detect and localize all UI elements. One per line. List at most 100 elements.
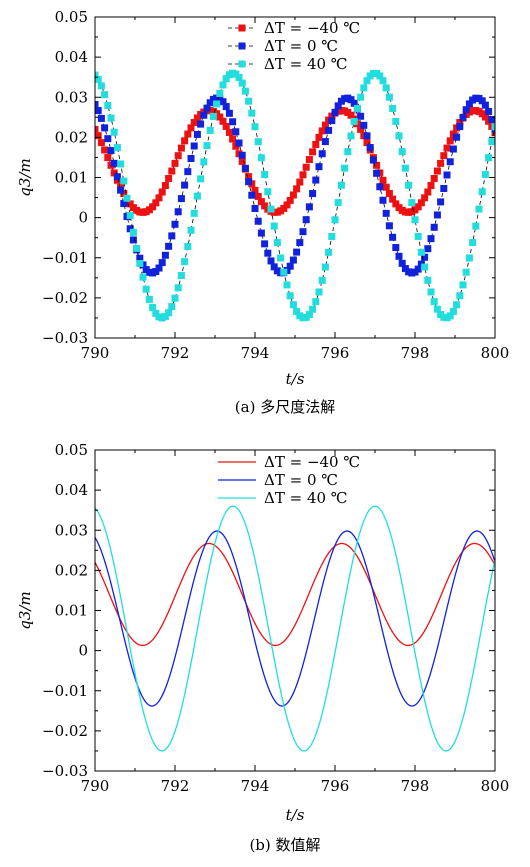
marker-s0-29 <box>184 130 192 138</box>
plot-area <box>95 505 495 752</box>
marker-s1-66 <box>302 216 310 224</box>
marker-s1-7 <box>113 173 121 181</box>
marker-s0-65 <box>299 171 307 179</box>
marker-s0-6 <box>110 169 118 177</box>
marker-s0-43 <box>229 135 237 143</box>
marker-s2-106 <box>430 298 438 306</box>
marker-s0-88 <box>373 161 381 169</box>
y-tick-label: −0.03 <box>42 329 88 347</box>
marker-s2-26 <box>174 284 182 292</box>
marker-s0-41 <box>222 122 230 130</box>
plot-area <box>95 69 495 322</box>
panel-caption: (a) 多尺度法解 <box>235 398 335 416</box>
marker-s0-24 <box>168 167 176 175</box>
marker-s0-70 <box>315 133 323 141</box>
marker-s2-61 <box>286 292 294 300</box>
legend-label-0: ΔT = −40 ℃ <box>264 453 360 471</box>
marker-s1-28 <box>181 181 189 189</box>
marker-s1-72 <box>321 138 329 146</box>
marker-s1-67 <box>305 203 313 211</box>
y-tick-label: 0.02 <box>55 128 88 146</box>
marker-s1-105 <box>427 235 435 243</box>
marker-s0-42 <box>225 128 233 136</box>
marker-s2-85 <box>363 77 371 85</box>
marker-s0-20 <box>155 194 163 202</box>
marker-s2-83 <box>357 93 365 101</box>
marker-s2-46 <box>238 79 246 87</box>
marker-s2-93 <box>389 104 397 112</box>
marker-s2-74 <box>328 232 336 240</box>
x-tick-label: 800 <box>481 344 510 362</box>
marker-s2-49 <box>248 109 256 117</box>
marker-s2-72 <box>321 263 329 271</box>
y-tick-label: 0.02 <box>55 561 88 579</box>
marker-s0-21 <box>158 188 166 196</box>
marker-s2-40 <box>219 81 227 89</box>
marker-s1-0 <box>95 101 99 109</box>
marker-s2-18 <box>149 304 157 312</box>
x-tick-label: 798 <box>401 777 430 795</box>
x-tick-label: 794 <box>241 777 270 795</box>
marker-s2-17 <box>145 295 153 303</box>
marker-s1-11 <box>126 225 134 233</box>
marker-s1-2 <box>97 114 105 122</box>
marker-s2-47 <box>241 87 249 95</box>
marker-s2-16 <box>142 285 150 293</box>
marker-s2-69 <box>312 298 320 306</box>
marker-s2-82 <box>353 104 361 112</box>
marker-s0-68 <box>309 148 317 156</box>
marker-s1-29 <box>184 168 192 176</box>
marker-s2-55 <box>267 205 275 213</box>
marker-s0-39 <box>216 113 224 121</box>
y-tick-label: −0.02 <box>42 289 88 307</box>
marker-s2-37 <box>209 112 217 120</box>
marker-s1-109 <box>440 184 448 192</box>
marker-s0-7 <box>113 176 121 184</box>
marker-s0-25 <box>171 159 179 167</box>
x-tick-label: 796 <box>321 777 350 795</box>
legend: ΔT = −40 ℃ΔT = 0 ℃ΔT = 40 ℃ <box>228 19 360 73</box>
marker-s1-111 <box>446 158 454 166</box>
panel-caption: (b) 数值解 <box>249 836 320 854</box>
marker-s2-68 <box>309 305 317 313</box>
marker-s0-67 <box>305 156 313 164</box>
marker-s2-35 <box>203 142 211 150</box>
marker-s2-28 <box>181 258 189 266</box>
marker-s2-27 <box>177 272 185 280</box>
marker-s0-26 <box>174 152 182 160</box>
marker-s2-84 <box>360 84 368 92</box>
marker-s0-0 <box>95 125 99 133</box>
x-tick-label: 796 <box>321 344 350 362</box>
marker-s2-118 <box>469 239 477 247</box>
marker-s2-36 <box>206 126 214 134</box>
marker-s2-71 <box>318 276 326 284</box>
marker-s1-107 <box>433 211 441 219</box>
marker-s0-30 <box>187 124 195 132</box>
marker-s0-93 <box>389 195 397 203</box>
marker-s2-92 <box>385 93 393 101</box>
marker-s1-110 <box>443 171 451 179</box>
x-tick-label: 790 <box>81 344 110 362</box>
marker-s1-64 <box>296 239 304 247</box>
marker-s0-40 <box>219 117 227 125</box>
marker-s0-27 <box>177 144 185 152</box>
marker-s1-34 <box>200 111 208 119</box>
marker-s1-113 <box>453 133 461 141</box>
marker-s0-105 <box>427 182 435 190</box>
marker-s0-4 <box>104 154 112 162</box>
marker-s0-63 <box>293 185 301 193</box>
marker-s1-52 <box>257 229 265 237</box>
marker-s1-112 <box>449 145 457 153</box>
marker-s1-14 <box>136 254 144 262</box>
legend-label-1: ΔT = 0 ℃ <box>264 471 338 489</box>
y-tick-label: 0 <box>78 642 88 660</box>
marker-s2-3 <box>101 91 109 99</box>
marker-s2-101 <box>414 232 422 240</box>
marker-s2-24 <box>168 303 176 311</box>
y-tick-label: −0.02 <box>42 722 88 740</box>
chart-panel-a: 790 792 794 796 798 800 −0.03 −0.02 −0.01 0 0.01 0.… <box>16 8 509 416</box>
marker-s1-9 <box>120 200 128 208</box>
marker-s2-51 <box>254 138 262 146</box>
marker-s1-8 <box>117 186 125 194</box>
marker-s2-90 <box>379 77 387 85</box>
